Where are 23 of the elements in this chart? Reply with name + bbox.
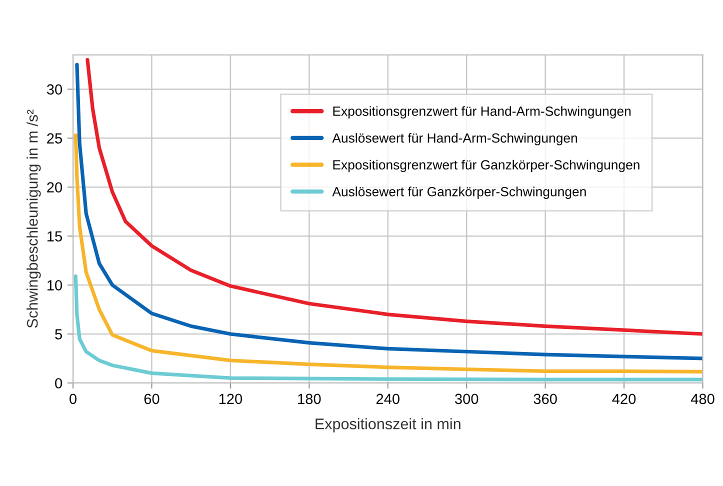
x-tick-label: 480	[690, 394, 714, 404]
x-tick-label: 420	[612, 394, 636, 404]
y-tick-label: 30	[46, 84, 62, 95]
y-tick-label: 0	[55, 378, 62, 388]
line-series	[74, 133, 703, 374]
x-tick-label: 360	[534, 394, 557, 404]
x-tick-label: 0	[70, 394, 77, 404]
x-tick-label: 120	[219, 394, 242, 404]
legend-label: Expositionsgrenzwert für Ganzkörper-Schwingungen	[333, 160, 640, 172]
y-tick-label: 25	[47, 133, 62, 144]
y-axis-title: Schwingbeschleunigung in m /s²	[26, 110, 41, 328]
x-tick-label: 300	[455, 394, 478, 404]
x-tick-label: 240	[376, 394, 400, 404]
legend-label: Auslösewert für Hand-Arm-Schwingungen	[332, 133, 578, 146]
legend-label: Auslösewert für Ganzkörper-Schwingungen	[332, 186, 586, 199]
x-axis-title: Expositionszeit in min	[316, 418, 460, 432]
y-tick-label: 10	[48, 280, 62, 290]
x-tick-label: 180	[298, 394, 321, 404]
y-tick-label: 20	[47, 182, 62, 193]
y-tick-label: 5	[55, 329, 62, 340]
y-tick-label: 15	[48, 231, 62, 242]
x-tick-label: 60	[144, 394, 160, 404]
legend-label: Expositionsgrenzwert für Hand-Arm-Schwingungen	[333, 106, 631, 118]
